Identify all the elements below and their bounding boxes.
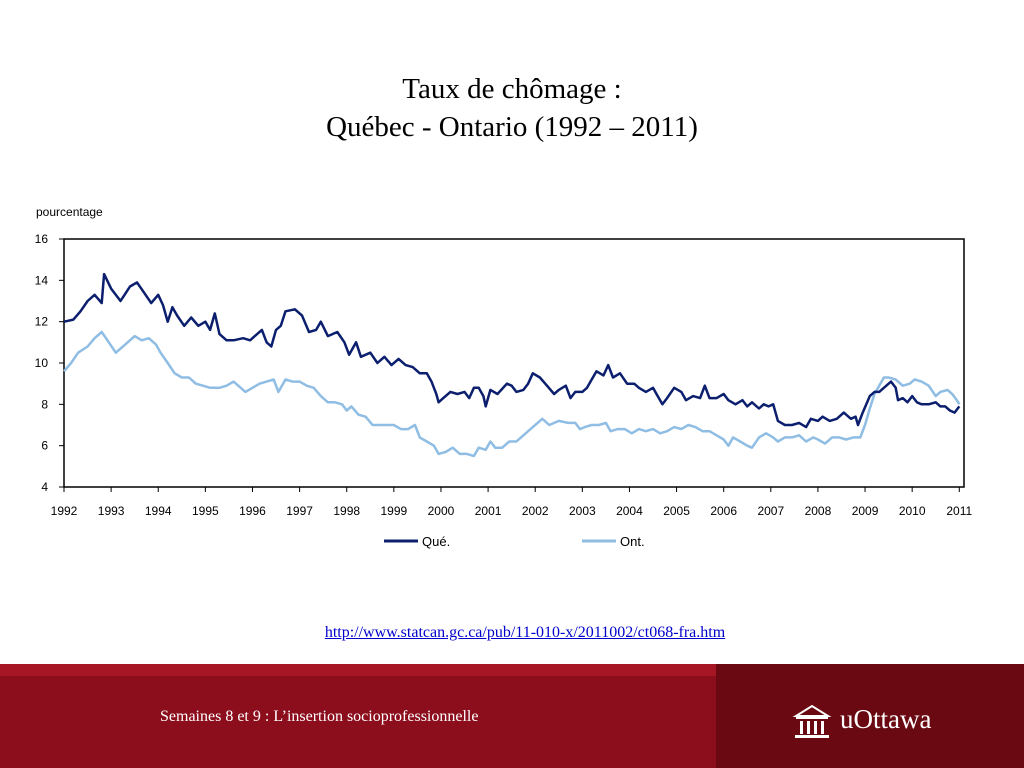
- slide-title: Taux de chômage : Québec - Ontario (1992…: [0, 70, 1024, 146]
- x-tick-label: 2007: [757, 504, 784, 518]
- x-tick-label: 2010: [899, 504, 926, 518]
- x-tick-label: 2000: [428, 504, 455, 518]
- slide-title-line1: Taux de chômage :: [402, 73, 622, 105]
- footer-bar: Semaines 8 et 9 : L’insertion socioprofe…: [0, 664, 1024, 768]
- y-tick-label: 6: [41, 439, 48, 453]
- legend-label-qu: Qué.: [422, 534, 450, 549]
- series-lines: [63, 272, 961, 458]
- x-tick-label: 2003: [569, 504, 596, 518]
- x-tick-label: 1993: [98, 504, 125, 518]
- x-tick-label: 2008: [805, 504, 832, 518]
- y-tick-label: 16: [35, 232, 49, 246]
- x-tick-label: 2009: [852, 504, 879, 518]
- series-line-qu: [63, 272, 961, 429]
- x-tick-label: 1996: [239, 504, 266, 518]
- x-tick-label: 1998: [333, 504, 360, 518]
- x-tick-label: 1995: [192, 504, 219, 518]
- legend-label-ont: Ont.: [620, 534, 645, 549]
- series-line-ont: [63, 330, 961, 458]
- x-tick-label: 2002: [522, 504, 549, 518]
- y-tick-label: 12: [35, 315, 49, 329]
- y-tick-label: 14: [35, 273, 49, 287]
- uottawa-logo[interactable]: uOttawa: [792, 700, 982, 744]
- x-tick-label: 1997: [286, 504, 313, 518]
- building-icon: [792, 704, 832, 738]
- legend: Qué. Ont.: [384, 534, 645, 549]
- x-tick-label: 2001: [475, 504, 502, 518]
- source-link[interactable]: http://www.statcan.gc.ca/pub/11-010-x/20…: [324, 624, 726, 641]
- unemployment-line-chart: pourcentage 4 6 8 10 12 14 16 1992 1993 1994 1995…: [35, 205, 973, 549]
- plot-frame: [63, 238, 965, 488]
- y-tick-label: 8: [41, 397, 48, 411]
- x-tick-label: 1994: [145, 504, 172, 518]
- x-tick-label: 1999: [380, 504, 407, 518]
- x-tick-label: 1992: [51, 504, 78, 518]
- x-tick-label: 2006: [710, 504, 737, 518]
- x-tick-label: 2011: [946, 504, 972, 518]
- x-tick-label: 2005: [663, 504, 690, 518]
- x-tick-label: 2004: [616, 504, 643, 518]
- y-axis-label: pourcentage: [36, 205, 103, 219]
- slide-title-line2: Québec - Ontario (1992 – 2011): [326, 111, 698, 143]
- logo-text: uOttawa: [840, 704, 932, 734]
- y-axis-ticks: 4 6 8 10 12 14 16: [35, 232, 64, 494]
- y-tick-label: 4: [41, 480, 48, 494]
- footer-logo-panel: [716, 664, 1024, 768]
- x-axis-ticks: 1992 1993 1994 1995 1996 1997 1998 1999 2000 2001…: [51, 487, 973, 518]
- footer-text: Semaines 8 et 9 : L’insertion socioprofe…: [160, 708, 479, 725]
- y-tick-label: 10: [35, 356, 49, 370]
